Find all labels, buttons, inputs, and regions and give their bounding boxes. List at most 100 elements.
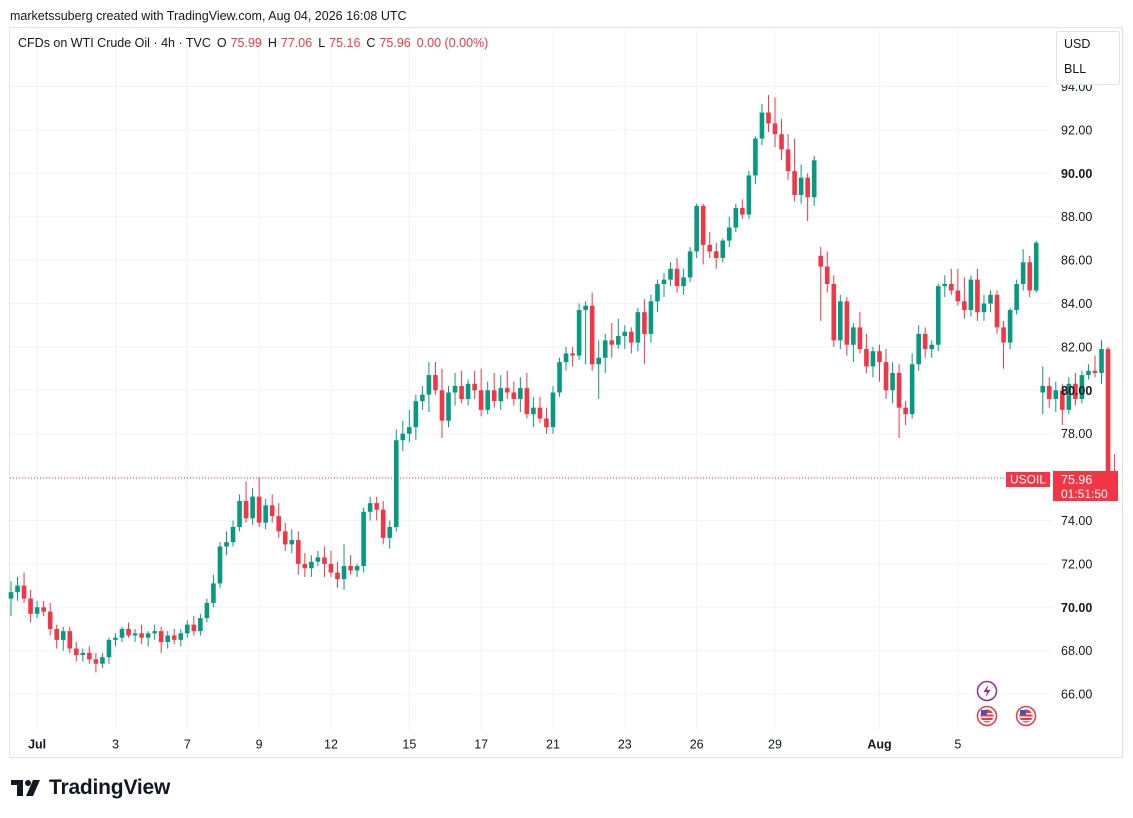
- candle[interactable]: [550, 385, 556, 434]
- candle[interactable]: [785, 134, 791, 180]
- candle[interactable]: [67, 626, 73, 653]
- candle[interactable]: [668, 262, 673, 287]
- candle[interactable]: [838, 294, 843, 350]
- candle[interactable]: [753, 136, 758, 185]
- candle[interactable]: [615, 318, 621, 350]
- candle[interactable]: [589, 292, 595, 371]
- candle[interactable]: [224, 531, 229, 556]
- candle[interactable]: [452, 372, 458, 406]
- candle[interactable]: [289, 529, 295, 554]
- candle[interactable]: [1001, 320, 1006, 369]
- candle[interactable]: [1079, 370, 1085, 404]
- candle[interactable]: [100, 652, 105, 669]
- candle[interactable]: [687, 247, 693, 282]
- candle[interactable]: [890, 362, 895, 404]
- candle[interactable]: [903, 401, 908, 426]
- candle[interactable]: [341, 544, 347, 590]
- candle[interactable]: [152, 624, 157, 640]
- candle[interactable]: [504, 370, 510, 399]
- candle[interactable]: [191, 615, 197, 636]
- candle[interactable]: [713, 242, 719, 269]
- lightning-event-icon[interactable]: [976, 680, 998, 702]
- candle[interactable]: [87, 646, 92, 664]
- candle[interactable]: [367, 496, 373, 521]
- candle[interactable]: [1073, 372, 1078, 406]
- candle[interactable]: [217, 542, 223, 588]
- candle[interactable]: [916, 325, 921, 371]
- candle[interactable]: [909, 353, 915, 419]
- candle[interactable]: [80, 648, 86, 662]
- candle[interactable]: [962, 277, 967, 319]
- candle[interactable]: [498, 375, 504, 410]
- candle[interactable]: [544, 407, 549, 434]
- candle[interactable]: [642, 299, 647, 365]
- candle[interactable]: [315, 550, 321, 567]
- us-flag-event-icon[interactable]: [976, 705, 998, 727]
- candle[interactable]: [413, 394, 419, 441]
- candle[interactable]: [975, 268, 980, 321]
- candle[interactable]: [1014, 279, 1019, 315]
- candle[interactable]: [446, 385, 451, 428]
- candle[interactable]: [511, 381, 517, 406]
- candle[interactable]: [354, 563, 360, 577]
- candle[interactable]: [1066, 377, 1072, 415]
- candle[interactable]: [185, 620, 190, 638]
- candle[interactable]: [472, 370, 477, 399]
- candle[interactable]: [198, 613, 203, 636]
- candle[interactable]: [478, 368, 484, 417]
- candle[interactable]: [929, 340, 935, 358]
- candle[interactable]: [949, 268, 954, 295]
- candle[interactable]: [844, 296, 850, 356]
- candle[interactable]: [674, 257, 680, 293]
- candle[interactable]: [720, 238, 726, 263]
- candle[interactable]: [256, 477, 262, 528]
- candle[interactable]: [237, 494, 242, 532]
- candle[interactable]: [60, 626, 66, 651]
- candle[interactable]: [988, 290, 993, 313]
- candle[interactable]: [276, 503, 282, 538]
- candle[interactable]: [857, 312, 863, 354]
- candle[interactable]: [420, 385, 425, 410]
- candle[interactable]: [733, 203, 739, 232]
- candle[interactable]: [41, 600, 46, 616]
- candle[interactable]: [531, 396, 536, 428]
- currency-unit-selector[interactable]: USD BLL: [1056, 31, 1120, 85]
- candle[interactable]: [935, 283, 941, 352]
- candle[interactable]: [602, 333, 608, 373]
- candle[interactable]: [583, 301, 588, 365]
- candle[interactable]: [1046, 377, 1052, 408]
- candle[interactable]: [28, 589, 33, 623]
- candle[interactable]: [576, 303, 582, 360]
- candle[interactable]: [426, 362, 432, 412]
- candle[interactable]: [158, 626, 164, 653]
- candle[interactable]: [21, 572, 27, 603]
- candle[interactable]: [282, 522, 288, 551]
- candle[interactable]: [661, 273, 667, 297]
- candle[interactable]: [322, 546, 327, 577]
- candle[interactable]: [348, 555, 353, 575]
- candle[interactable]: [15, 576, 20, 601]
- candle[interactable]: [1020, 249, 1026, 291]
- candle[interactable]: [1099, 340, 1104, 384]
- us-flag-event-icon[interactable]: [1015, 705, 1037, 727]
- candle[interactable]: [250, 487, 255, 525]
- candle[interactable]: [1092, 355, 1098, 378]
- candle[interactable]: [361, 507, 366, 573]
- candle[interactable]: [877, 344, 882, 382]
- candle[interactable]: [792, 138, 797, 202]
- candle[interactable]: [746, 171, 752, 219]
- candle[interactable]: [557, 357, 562, 397]
- candle[interactable]: [942, 275, 948, 297]
- candle[interactable]: [1007, 307, 1013, 350]
- candle[interactable]: [171, 629, 177, 645]
- candle[interactable]: [1033, 240, 1039, 293]
- candle[interactable]: [387, 520, 393, 549]
- candle[interactable]: [831, 275, 837, 347]
- candle[interactable]: [211, 574, 216, 608]
- candle[interactable]: [328, 550, 334, 577]
- candle[interactable]: [74, 642, 79, 662]
- candle[interactable]: [302, 553, 308, 577]
- candle[interactable]: [145, 631, 151, 647]
- candle[interactable]: [772, 97, 778, 148]
- candle[interactable]: [655, 279, 660, 313]
